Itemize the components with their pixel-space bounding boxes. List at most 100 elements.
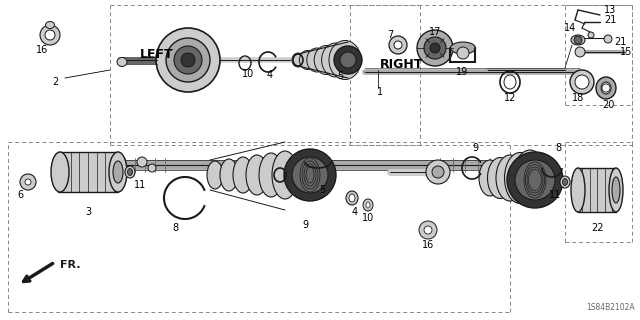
Ellipse shape: [496, 155, 524, 201]
Ellipse shape: [233, 157, 253, 193]
Text: 9: 9: [472, 143, 478, 153]
Ellipse shape: [560, 176, 570, 188]
Ellipse shape: [220, 159, 238, 191]
Text: 6: 6: [17, 190, 23, 200]
Circle shape: [432, 166, 444, 178]
Circle shape: [424, 37, 446, 59]
Ellipse shape: [329, 41, 361, 79]
Circle shape: [292, 157, 328, 193]
Ellipse shape: [363, 199, 373, 211]
Circle shape: [507, 152, 563, 208]
Ellipse shape: [563, 179, 568, 186]
Ellipse shape: [479, 160, 501, 196]
Text: 8: 8: [172, 223, 178, 233]
Bar: [578, 168, 616, 212]
Circle shape: [25, 179, 31, 185]
Ellipse shape: [571, 35, 585, 45]
Text: 15: 15: [620, 47, 632, 57]
Text: 2: 2: [52, 77, 58, 87]
Text: 16: 16: [36, 45, 48, 55]
Ellipse shape: [272, 151, 298, 199]
Text: 1S84B2102A: 1S84B2102A: [586, 303, 635, 312]
Circle shape: [45, 30, 55, 40]
Ellipse shape: [45, 21, 54, 28]
Ellipse shape: [575, 75, 589, 89]
Text: 19: 19: [456, 67, 468, 77]
Ellipse shape: [349, 194, 355, 202]
Ellipse shape: [246, 155, 268, 195]
Text: 4: 4: [352, 207, 358, 217]
Circle shape: [575, 47, 585, 57]
Text: 17: 17: [429, 27, 441, 37]
Circle shape: [137, 157, 147, 167]
Text: 10: 10: [362, 213, 374, 223]
Circle shape: [334, 46, 362, 74]
Circle shape: [417, 30, 453, 66]
Circle shape: [340, 52, 356, 68]
Text: 21: 21: [604, 15, 616, 25]
Ellipse shape: [292, 53, 304, 67]
Text: 4: 4: [267, 70, 273, 80]
Text: RIGHT: RIGHT: [380, 59, 424, 71]
Ellipse shape: [113, 161, 123, 183]
Text: 18: 18: [572, 93, 584, 103]
Ellipse shape: [570, 70, 594, 94]
Circle shape: [424, 226, 432, 234]
Text: 9: 9: [302, 220, 308, 230]
Ellipse shape: [389, 36, 407, 54]
Bar: [58, 152, 118, 192]
Text: 5: 5: [319, 185, 325, 195]
Ellipse shape: [366, 202, 370, 208]
Circle shape: [430, 43, 440, 53]
Ellipse shape: [125, 166, 135, 178]
Ellipse shape: [300, 51, 316, 69]
Ellipse shape: [513, 150, 547, 206]
Text: LEFT: LEFT: [140, 49, 173, 61]
Circle shape: [602, 84, 610, 92]
Ellipse shape: [609, 168, 623, 212]
Ellipse shape: [596, 77, 616, 99]
Text: 16: 16: [422, 240, 434, 250]
Ellipse shape: [314, 45, 338, 75]
Text: 10: 10: [242, 69, 254, 79]
Text: 1: 1: [377, 87, 383, 97]
Ellipse shape: [451, 42, 476, 54]
Circle shape: [604, 35, 612, 43]
Circle shape: [574, 36, 582, 44]
Text: 11: 11: [549, 190, 561, 200]
Text: 8: 8: [555, 143, 561, 153]
Circle shape: [40, 25, 60, 45]
Circle shape: [284, 149, 336, 201]
Circle shape: [426, 160, 450, 184]
Ellipse shape: [117, 58, 127, 67]
Text: 12: 12: [504, 93, 516, 103]
Circle shape: [419, 221, 437, 239]
Circle shape: [181, 53, 195, 67]
Ellipse shape: [612, 177, 620, 203]
Text: 20: 20: [602, 100, 614, 110]
Text: 5: 5: [337, 71, 343, 81]
Ellipse shape: [259, 153, 283, 197]
Circle shape: [174, 46, 202, 74]
Ellipse shape: [51, 152, 69, 192]
Ellipse shape: [322, 43, 349, 77]
Text: 11: 11: [134, 180, 146, 190]
Ellipse shape: [307, 48, 327, 72]
Text: 22: 22: [592, 223, 604, 233]
Circle shape: [457, 47, 469, 59]
Circle shape: [148, 164, 156, 172]
Ellipse shape: [504, 153, 536, 204]
Ellipse shape: [207, 161, 223, 189]
Circle shape: [156, 28, 220, 92]
Circle shape: [20, 174, 36, 190]
Text: 3: 3: [85, 207, 91, 217]
Text: 13: 13: [604, 5, 616, 15]
Circle shape: [166, 38, 210, 82]
Ellipse shape: [571, 168, 585, 212]
Circle shape: [588, 32, 594, 38]
Text: 14: 14: [564, 23, 576, 33]
Text: FR.: FR.: [60, 260, 81, 270]
Ellipse shape: [488, 157, 513, 198]
Ellipse shape: [394, 41, 402, 49]
Text: 21: 21: [614, 37, 626, 47]
